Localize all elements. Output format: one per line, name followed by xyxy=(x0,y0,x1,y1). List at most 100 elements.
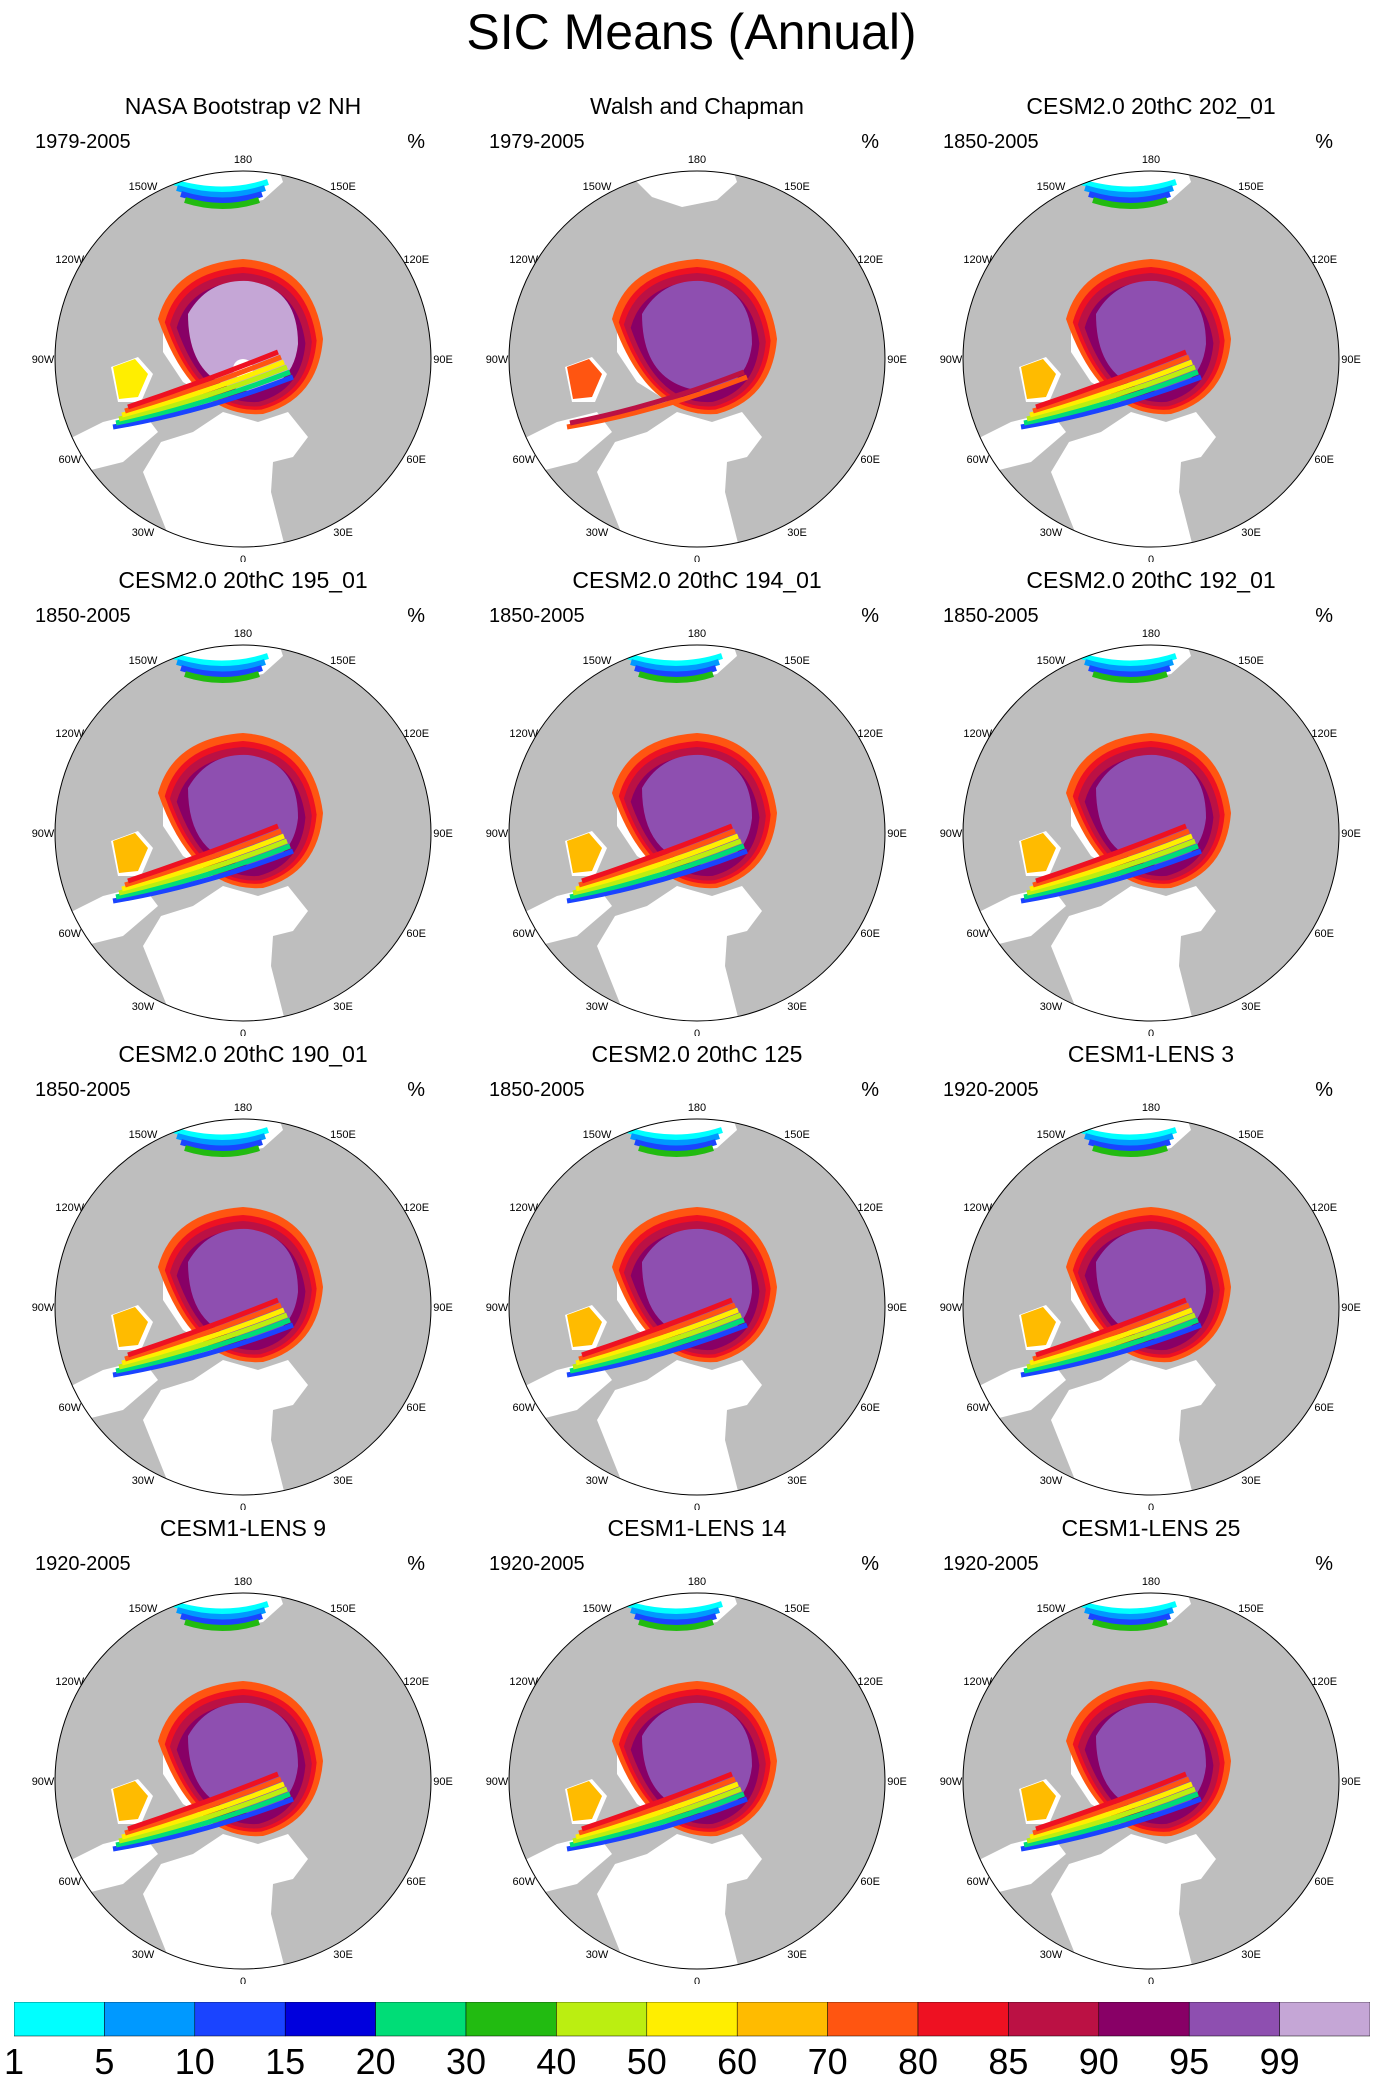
pacific-ice xyxy=(180,1139,263,1152)
longitude-label: 90E xyxy=(433,828,453,840)
longitude-label: 0 xyxy=(1148,1976,1154,1984)
marginal-ice xyxy=(118,1312,288,1370)
polar-map: 180 150E 120E 90E 60E 30E 0 30W 60W 90W 120W 150W xyxy=(32,1102,453,1510)
panel-period: 1850-2005 xyxy=(35,1079,131,1101)
panel-title: CESM2.0 20thC 194_01 xyxy=(572,567,822,593)
longitude-label: 150E xyxy=(330,655,356,667)
longitude-label: 60W xyxy=(58,1402,81,1414)
longitude-label: 30W xyxy=(586,527,609,539)
panel-period: 1979-2005 xyxy=(489,131,585,153)
pacific-ice xyxy=(1092,1145,1168,1157)
marginal-ice xyxy=(118,364,288,422)
pacific-ice xyxy=(1092,1619,1168,1631)
longitude-label: 60E xyxy=(1314,1876,1334,1888)
longitude-label: 60W xyxy=(966,1876,989,1888)
longitude-label: 60E xyxy=(1314,1402,1334,1414)
ocean-area xyxy=(597,886,762,1021)
marginal-ice xyxy=(127,1297,279,1358)
longitude-label: 180 xyxy=(688,154,706,166)
panel-unit: % xyxy=(861,1553,879,1575)
longitude-label: 150W xyxy=(1037,181,1066,193)
longitude-label: 180 xyxy=(234,628,252,640)
marginal-ice xyxy=(115,1317,291,1374)
longitude-label: 150W xyxy=(1037,655,1066,667)
longitude-label: 150E xyxy=(784,181,810,193)
map-panel: CESM1-LENS 25 1920-2005% 180 150E 120E 90E 60E… xyxy=(931,1514,1371,1984)
map-panel: NASA Bootstrap v2 NH 1979-2005% 180 150E 120… xyxy=(23,92,463,562)
pacific-ice xyxy=(630,1133,720,1146)
longitude-label: 90E xyxy=(887,1776,907,1788)
longitude-label: 120W xyxy=(963,1202,992,1214)
ocean-area xyxy=(143,412,308,547)
map-border xyxy=(962,170,1340,548)
colorbar-swatch xyxy=(375,2002,467,2037)
marginal-ice xyxy=(121,833,285,892)
panel-unit: % xyxy=(407,605,425,627)
pacific-ice xyxy=(1084,659,1174,672)
longitude-label: 30W xyxy=(132,527,155,539)
longitude-label: 30W xyxy=(586,1475,609,1487)
longitude-label: 90W xyxy=(486,1302,509,1314)
marginal-ice xyxy=(112,1796,294,1852)
colorbar-label: 10 xyxy=(174,2041,215,2082)
longitude-label: 150E xyxy=(330,1603,356,1615)
marginal-ice xyxy=(566,848,748,904)
panel-title: CESM2.0 20thC 192_01 xyxy=(1026,567,1276,593)
longitude-label: 30E xyxy=(1241,1475,1261,1487)
colorbar-label: 80 xyxy=(897,2041,939,2082)
marginal-ice xyxy=(115,843,291,900)
longitude-label: 120W xyxy=(509,254,538,266)
longitude-label: 30E xyxy=(333,1475,353,1487)
longitude-label: 0 xyxy=(240,554,246,562)
longitude-label: 120E xyxy=(1311,254,1337,266)
longitude-label: 60E xyxy=(406,928,426,940)
longitude-label: 30W xyxy=(1040,1001,1063,1013)
longitude-label: 90E xyxy=(887,1302,907,1314)
longitude-label: 180 xyxy=(234,1102,252,1114)
longitude-label: 30W xyxy=(132,1949,155,1961)
longitude-label: 120E xyxy=(403,728,429,740)
hudson-ice xyxy=(1021,1307,1056,1347)
map-panel: Walsh and Chapman 1979-2005% 180 150E 120E 90… xyxy=(477,92,917,562)
longitude-label: 60W xyxy=(58,928,81,940)
longitude-label: 60W xyxy=(966,1402,989,1414)
ocean-area xyxy=(971,412,1066,472)
panel-unit: % xyxy=(1315,605,1333,627)
colorbar-swatch xyxy=(14,2002,105,2037)
marginal-ice xyxy=(572,838,742,896)
longitude-label: 150W xyxy=(583,655,612,667)
longitude-label: 0 xyxy=(1148,1028,1154,1036)
panel-title: CESM1-LENS 14 xyxy=(607,1515,787,1541)
marginal-ice xyxy=(112,374,294,430)
longitude-label: 90E xyxy=(1341,828,1361,840)
marginal-ice xyxy=(112,1322,294,1378)
pacific-ice xyxy=(634,665,717,678)
pacific-ice xyxy=(1080,1127,1177,1141)
marginal-ice xyxy=(575,1781,739,1840)
longitude-label: 150W xyxy=(583,181,612,193)
colorbar-label: 60 xyxy=(717,2041,758,2082)
longitude-label: 30W xyxy=(1040,1949,1063,1961)
map-border xyxy=(508,1118,886,1496)
pacific-ice xyxy=(1080,653,1177,667)
longitude-label: 150E xyxy=(330,1129,356,1141)
colorbar-label: 70 xyxy=(807,2041,848,2082)
marginal-ice xyxy=(124,1302,282,1362)
marginal-ice xyxy=(569,843,745,900)
panel-unit: % xyxy=(861,605,879,627)
longitude-label: 60W xyxy=(512,1876,535,1888)
colorbar-swatch xyxy=(1188,2002,1280,2037)
longitude-label: 60E xyxy=(406,454,426,466)
marginal-ice xyxy=(124,354,282,414)
longitude-label: 30E xyxy=(1241,1001,1261,1013)
ocean-area xyxy=(1051,412,1216,547)
marginal-ice xyxy=(1029,833,1193,892)
marginal-ice xyxy=(566,1322,748,1378)
longitude-label: 30E xyxy=(787,1475,807,1487)
hudson-ice xyxy=(567,359,602,399)
marginal-ice xyxy=(569,369,745,426)
marginal-ice xyxy=(127,1771,279,1832)
ice-core xyxy=(642,280,752,391)
polar-map: 180 150E 120E 90E 60E 30E 0 30W 60W 90W 120W 150W xyxy=(486,154,907,562)
longitude-label: 0 xyxy=(1148,554,1154,562)
